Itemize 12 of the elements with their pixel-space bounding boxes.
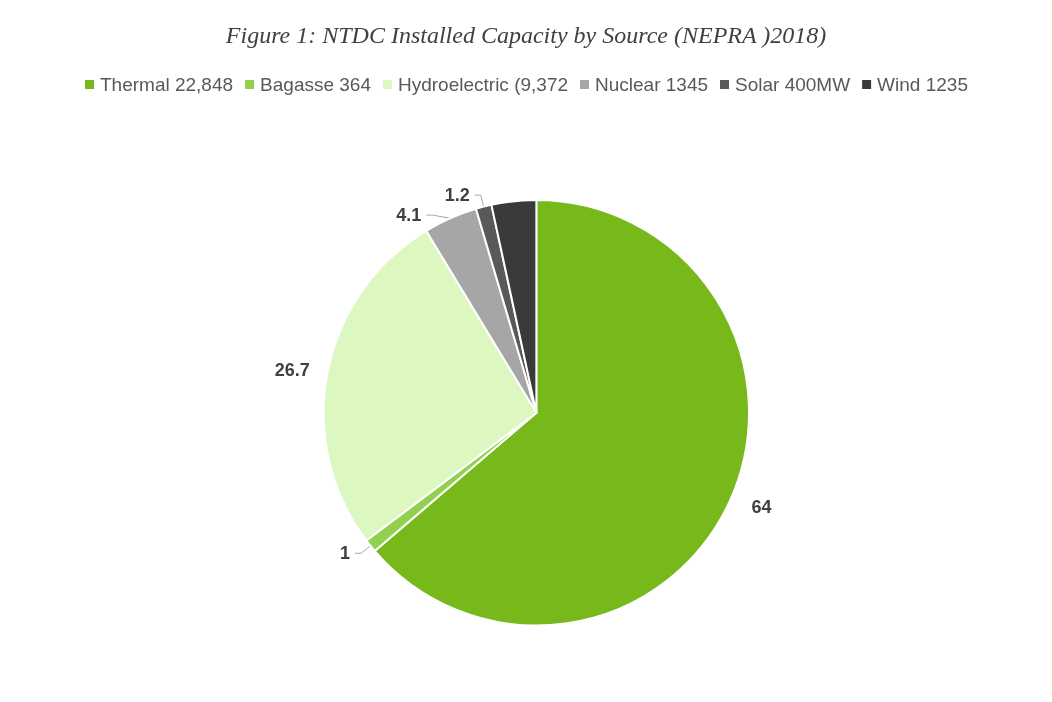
legend-label: Wind 1235 [877,74,968,95]
legend-label: Nuclear 1345 [595,74,709,95]
legend-label: Solar 400MW [735,74,851,95]
data-label: 1.2 [444,185,470,206]
data-label: 4.1 [396,205,422,226]
data-label: 26.7 [274,360,310,381]
data-label: 1 [340,543,351,564]
legend-label: Bagasse 364 [260,74,372,95]
legend-label: Hydroelectric (9,372 [397,74,569,95]
chart-title: Figure 1: NTDC Installed Capacity by Source (NEPRA )2018) [224,22,827,48]
data-label: 64 [751,496,772,517]
legend-label: Thermal 22,848 [100,74,234,95]
